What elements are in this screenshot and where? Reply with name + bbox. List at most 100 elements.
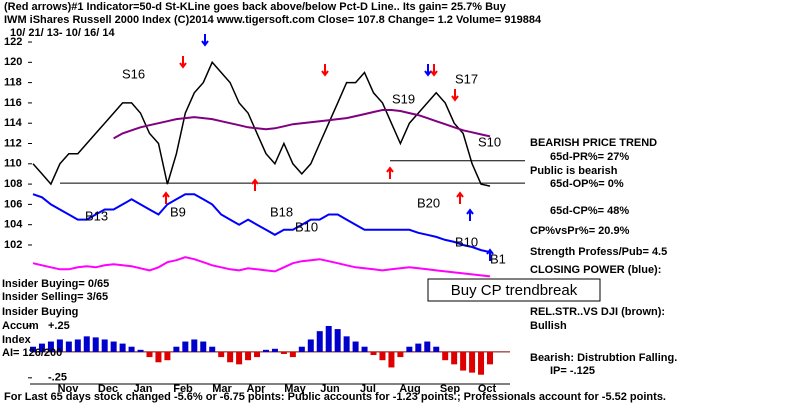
accum-bar [227,351,234,363]
x-tick-label: Dec [98,383,118,395]
accum-bar [442,351,449,361]
accum-bar [47,341,54,352]
accum-bar [191,339,198,352]
signal-arrow [430,64,438,77]
signal-label: B20 [417,195,440,210]
right-note: 65d-CP%= 48% [550,205,629,217]
signal-arrow [456,191,464,204]
left-note: Insider Selling= 3/65 [2,291,108,303]
signal-label: B10 [295,219,318,234]
signal-arrow [451,89,459,102]
accum-tick-label: -.25 [48,372,67,384]
series-line [32,256,491,278]
y-tick-label: 116 [4,97,22,109]
callout-text: Buy CP trendbreak [451,282,578,299]
chart-title: (Red arrows)#1 Indicator=50-d St-KLine g… [4,1,507,13]
chart-subtitle: IWM iShares Russell 2000 Index (C)2014 w… [4,14,542,26]
accum-bar [397,351,404,358]
x-tick-label: Aug [399,383,420,395]
accum-tick-label: +.25 [48,320,70,332]
signal-label: B9 [170,204,186,219]
signal-arrow [486,248,494,261]
x-tick-label: Jun [320,383,340,395]
right-note: IP= -.125 [550,365,595,377]
accum-bar [30,346,36,352]
accum-bar [182,341,189,352]
accum-bar [155,351,162,363]
signal-label: B18 [270,204,293,219]
signal-arrow [162,191,170,204]
signal-label: S17 [455,71,478,86]
series-line [113,109,491,140]
x-tick-label: May [284,383,306,395]
y-tick-label: 106 [4,198,22,210]
accum-bar [110,341,117,352]
accum-bar [451,351,458,365]
accum-bar [379,351,386,361]
right-note: BEARISH PRICE TREND [530,137,657,149]
right-note: Bearish: Distrubtion Falling. [530,352,677,364]
accum-bar [164,351,171,361]
accum-bar [316,331,323,352]
signal-arrow [201,34,209,47]
accum-bar [361,346,368,352]
series-line [32,60,491,187]
signal-label: B13 [85,208,108,223]
left-note: Insider Buying [2,306,78,318]
right-note: Public is bearish [530,165,618,177]
accum-bar [128,346,135,352]
right-note: 65d-OP%= 0% [550,178,624,190]
accum-bar [236,351,243,365]
x-tick-label: Oct [478,383,497,395]
right-note: 65d-PR%= 27% [550,151,629,163]
accum-bar [173,346,180,352]
accum-bar [74,339,81,352]
accum-bar [137,349,144,352]
x-tick-label: Jan [134,383,153,395]
accum-bar [101,339,108,352]
accum-bar [307,339,314,352]
x-tick-label: Feb [173,383,193,395]
accum-bar [271,348,278,352]
accum-bar [415,343,422,352]
accum-bar [406,346,413,352]
x-tick-label: Apr [247,383,267,395]
accum-bar [38,343,45,352]
date-range: 10/ 21/ 13- 10/ 16/ 14 [10,27,115,39]
accum-bar [460,351,467,371]
signal-arrow [179,56,187,69]
accum-bar [254,351,261,358]
signal-label: B10 [455,234,478,249]
accum-bar [83,336,90,352]
accum-bar [487,351,493,365]
right-note: Bullish [530,320,567,332]
accum-bar [298,346,305,352]
signal-label: S10 [478,134,501,149]
accum-bar [92,337,99,352]
accum-bar [146,351,153,358]
accum-bar [289,351,296,358]
accum-bar [65,341,72,352]
left-note: AI= 126/200 [2,347,62,359]
right-note: CP%vsPr%= 20.9% [530,225,630,237]
accum-bar [280,351,287,354]
right-note: CLOSING POWER (blue): [530,264,661,276]
left-note: Index [2,334,32,346]
left-note: Accum [2,320,39,332]
x-tick-label: Nov [58,383,80,395]
accum-bar [334,329,341,352]
signal-label: B1 [490,251,506,266]
accum-bar [56,339,63,352]
y-tick-label: 122 [4,36,22,48]
y-tick-label: 112 [4,137,22,149]
y-tick-label: 118 [4,77,22,89]
callout-box [427,278,601,302]
signal-arrow [321,64,329,77]
signal-arrow [386,166,394,179]
left-note: Insider Buying= 0/65 [2,278,109,290]
x-tick-label: Jul [360,383,376,395]
y-tick-label: 102 [4,239,22,251]
accum-bar [388,351,395,368]
